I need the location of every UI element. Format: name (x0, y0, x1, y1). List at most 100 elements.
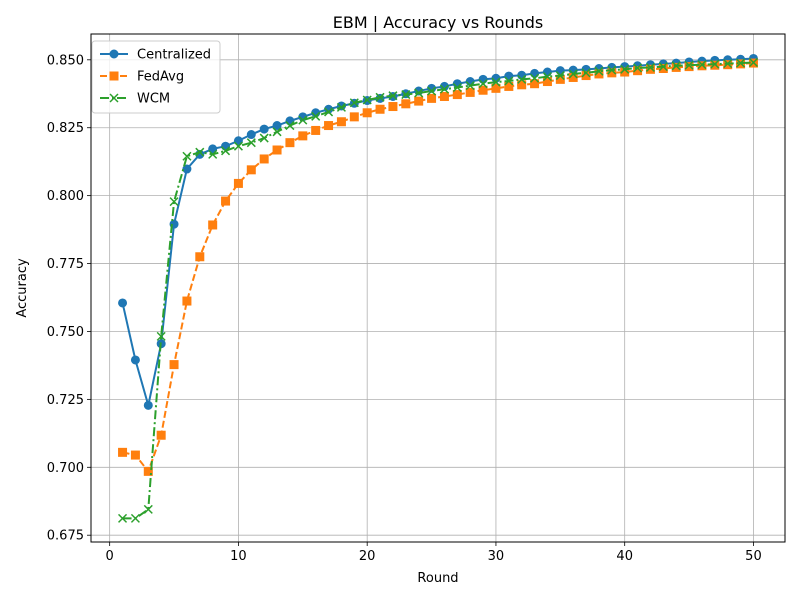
data-point (130, 355, 140, 365)
data-point (555, 71, 565, 81)
data-point (169, 197, 179, 207)
data-point (478, 79, 488, 89)
legend-label: Centralized (137, 48, 211, 63)
data-point (671, 62, 681, 72)
chart-title: EBM | Accuracy vs Rounds (333, 13, 543, 32)
data-point (208, 220, 218, 230)
data-point (684, 60, 694, 70)
y-tick-label: 0.725 (47, 393, 84, 408)
data-point (324, 107, 334, 117)
data-point (620, 64, 630, 74)
data-point (349, 112, 359, 122)
legend-label: FedAvg (137, 70, 184, 85)
y-tick-label: 0.750 (47, 325, 84, 340)
data-point (375, 92, 385, 102)
data-point (439, 84, 449, 94)
y-tick-label: 0.675 (47, 529, 84, 544)
data-point (414, 96, 424, 106)
data-point (298, 115, 308, 125)
data-point (324, 104, 334, 114)
data-point (118, 447, 128, 457)
data-point (388, 102, 398, 112)
data-point (118, 298, 128, 308)
data-point (542, 72, 552, 82)
data-point (130, 450, 140, 460)
data-point (401, 90, 411, 100)
data-point (491, 77, 501, 87)
data-point (298, 131, 308, 141)
data-point (684, 62, 694, 72)
x-tick-label: 50 (745, 549, 762, 564)
data-point (388, 91, 398, 101)
y-tick-label: 0.800 (47, 189, 84, 204)
data-point (478, 85, 488, 95)
y-tick-label: 0.850 (47, 53, 84, 68)
data-point (530, 79, 540, 89)
y-tick-label: 0.825 (47, 121, 84, 136)
data-point (645, 62, 655, 72)
data-point (620, 67, 630, 77)
data-point (221, 196, 231, 206)
series-layer (118, 53, 758, 523)
data-point (504, 81, 514, 91)
x-tick-label: 40 (616, 549, 633, 564)
y-tick-label: 0.700 (47, 461, 84, 476)
data-point (233, 136, 243, 146)
data-point (182, 151, 192, 161)
y-tick-label: 0.775 (47, 257, 84, 272)
data-point (336, 117, 346, 127)
data-point (465, 87, 475, 97)
data-point (208, 149, 218, 159)
data-point (658, 62, 668, 72)
data-point (452, 82, 462, 93)
data-point (633, 63, 643, 73)
x-tick-label: 30 (488, 549, 505, 564)
data-point (233, 141, 243, 151)
legend-entry: FedAvg (100, 70, 184, 85)
legend: Centralized FedAvg WCM (91, 40, 221, 114)
data-point (362, 108, 372, 118)
data-point (517, 80, 527, 90)
y-axis-title: Accuracy (15, 258, 30, 318)
data-point (671, 61, 681, 71)
data-point (607, 68, 617, 78)
data-point (246, 130, 256, 140)
x-tick-label: 0 (106, 549, 114, 564)
data-point (414, 88, 424, 98)
data-point (465, 81, 475, 91)
data-point (246, 138, 256, 148)
data-point (311, 111, 321, 121)
data-point (349, 98, 359, 108)
series-line (122, 61, 754, 520)
data-point (143, 466, 153, 476)
data-point (439, 81, 449, 91)
data-point (748, 57, 758, 68)
data-point (272, 121, 282, 131)
plot-frame (90, 33, 786, 543)
data-point (182, 296, 192, 306)
legend-box (91, 40, 221, 114)
data-point (182, 164, 192, 174)
data-point (594, 66, 604, 76)
x-tick-label: 20 (359, 549, 376, 564)
data-point (594, 69, 604, 79)
data-point (581, 68, 591, 78)
data-point (156, 331, 166, 341)
data-point (710, 59, 720, 69)
data-point (607, 65, 617, 75)
legend-marker (109, 93, 119, 103)
tick-layer: 0 10 20 30 40 50 0.675 0.700 0.725 0.750 0.775 0.80… (47, 53, 762, 564)
data-point (285, 121, 295, 131)
grid-layer (91, 34, 785, 542)
x-tick-label: 10 (230, 549, 247, 564)
data-point (362, 95, 372, 105)
data-point (452, 90, 462, 100)
data-point (246, 165, 256, 175)
data-point (272, 127, 282, 137)
data-point (427, 86, 437, 96)
data-point (311, 125, 321, 135)
data-point (208, 144, 218, 154)
data-point (233, 178, 243, 188)
